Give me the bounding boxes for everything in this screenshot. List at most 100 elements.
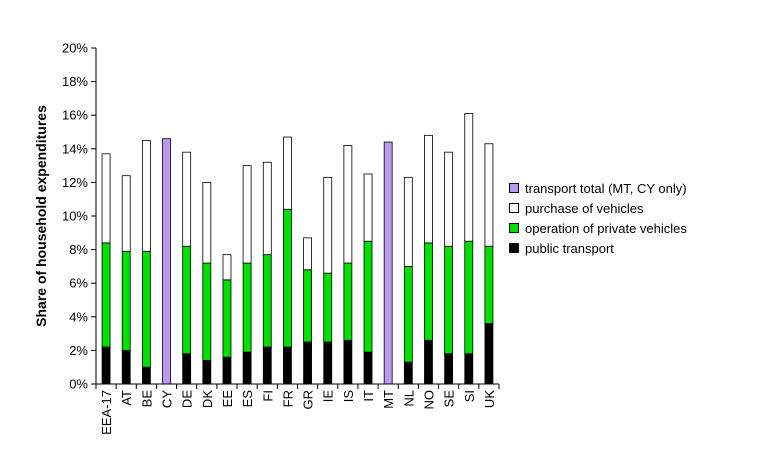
bar-eea-17-public-transport	[101, 346, 111, 385]
bar-eea-17-purchase-of-vehicles	[101, 153, 111, 244]
bar-no-operation-of-private-vehicles	[424, 242, 433, 341]
x-tick-label: DE	[180, 390, 195, 408]
y-tick-label: 20%	[62, 41, 88, 56]
bar-uk-public-transport	[484, 323, 494, 385]
bar-si-operation-of-private-vehicles	[464, 240, 474, 355]
bar-fr-purchase-of-vehicles	[283, 136, 292, 210]
legend-swatch-purchase	[509, 203, 519, 213]
legend-item-public-transport: public transport	[509, 238, 729, 258]
bar-be-purchase-of-vehicles	[141, 139, 151, 252]
x-tick-label: NO	[421, 390, 436, 410]
bar-ee-purchase-of-vehicles	[222, 254, 232, 281]
bar-es-operation-of-private-vehicles	[242, 262, 252, 353]
legend: transport total (MT, CY only) purchase o…	[509, 178, 729, 258]
legend-swatch-operation	[509, 223, 519, 233]
bar-ie-operation-of-private-vehicles	[323, 272, 333, 343]
x-tick-label: NL	[401, 390, 416, 407]
legend-label-transport-total: transport total (MT, CY only)	[525, 180, 687, 196]
x-tick-label: ES	[240, 390, 255, 408]
x-tick-label: FR	[280, 390, 295, 407]
x-tick-label: EEA-17	[99, 390, 114, 435]
bar-es-purchase-of-vehicles	[242, 165, 252, 264]
x-tick-label: CY	[160, 390, 175, 408]
y-tick-label: 0%	[69, 377, 88, 392]
y-tick-label: 18%	[62, 74, 88, 89]
bar-it-public-transport	[363, 351, 373, 385]
bar-is-purchase-of-vehicles	[343, 145, 353, 264]
x-tick-label: UK	[482, 390, 497, 408]
bar-be-public-transport	[141, 366, 151, 385]
y-tick-label: 12%	[62, 175, 88, 190]
legend-swatch-public-transport	[509, 243, 519, 253]
bar-at-public-transport	[121, 349, 131, 385]
y-tick-label: 6%	[69, 276, 88, 291]
x-tick-label: EE	[220, 390, 235, 408]
bar-se-public-transport	[444, 353, 454, 385]
y-tick-label: 10%	[62, 209, 88, 224]
y-tick-label: 14%	[62, 141, 88, 156]
bar-dk-purchase-of-vehicles	[202, 181, 212, 264]
x-tick-label: FI	[260, 390, 275, 402]
plot-area: 0% 2% 4% 6% 8% 10% 12% 14% 16% 18% 20% Share of hou…	[33, 41, 500, 435]
bar-uk-purchase-of-vehicles	[484, 143, 494, 247]
bar-ee-operation-of-private-vehicles	[222, 279, 232, 358]
bar-fi-purchase-of-vehicles	[262, 161, 272, 256]
x-tick-label: IE	[321, 390, 336, 403]
bar-it-operation-of-private-vehicles	[363, 240, 373, 353]
bar-ee-public-transport	[222, 356, 232, 385]
x-tick-label: SI	[462, 390, 477, 402]
bar-de-public-transport	[182, 353, 192, 385]
bar-dk-public-transport	[202, 360, 212, 385]
y-axis-title: Share of household expenditures	[33, 105, 49, 327]
x-tick-label: AT	[119, 390, 134, 406]
bar-de-operation-of-private-vehicles	[182, 245, 192, 355]
bar-nl-purchase-of-vehicles	[403, 176, 413, 267]
bar-nl-public-transport	[403, 361, 413, 385]
bar-gr-purchase-of-vehicles	[303, 237, 312, 271]
bar-se-purchase-of-vehicles	[444, 151, 454, 247]
bar-fr-operation-of-private-vehicles	[283, 208, 292, 348]
y-tick-label: 4%	[69, 309, 88, 324]
bar-si-purchase-of-vehicles	[464, 113, 474, 242]
legend-label-purchase: purchase of vehicles	[525, 200, 644, 216]
bar-se-operation-of-private-vehicles	[444, 245, 454, 355]
bar-no-public-transport	[424, 339, 433, 385]
bar-eea-17-operation-of-private-vehicles	[101, 242, 111, 348]
legend-label-public-transport: public transport	[525, 240, 614, 256]
bar-cy-transport-total-mt-cy-only	[162, 138, 171, 385]
bar-fr-public-transport	[283, 346, 292, 385]
x-tick-label: IS	[341, 390, 356, 403]
legend-swatch-transport-total	[509, 183, 519, 193]
bar-is-operation-of-private-vehicles	[343, 262, 353, 341]
bar-dk-operation-of-private-vehicles	[202, 262, 212, 361]
legend-item-transport-total: transport total (MT, CY only)	[509, 178, 729, 198]
bar-si-public-transport	[464, 353, 474, 385]
x-tick-label: GR	[301, 390, 316, 410]
y-tick-label: 2%	[69, 343, 88, 358]
x-tick-label: BE	[139, 390, 154, 408]
bar-fi-operation-of-private-vehicles	[262, 254, 272, 348]
bar-no-purchase-of-vehicles	[424, 134, 433, 244]
bar-fi-public-transport	[262, 346, 272, 385]
x-tick-label: MT	[381, 390, 396, 409]
bar-mt-transport-total-mt-cy-only	[383, 141, 393, 385]
bar-at-purchase-of-vehicles	[121, 175, 131, 252]
y-tick-label: 8%	[69, 242, 88, 257]
legend-item-purchase: purchase of vehicles	[509, 198, 729, 218]
bar-gr-operation-of-private-vehicles	[303, 269, 312, 343]
x-tick-label: DK	[200, 390, 215, 408]
legend-label-operation: operation of private vehicles	[525, 220, 687, 236]
bar-ie-public-transport	[323, 341, 333, 385]
bar-de-purchase-of-vehicles	[182, 151, 192, 247]
bar-ie-purchase-of-vehicles	[323, 176, 333, 274]
legend-item-operation: operation of private vehicles	[509, 218, 729, 238]
bar-at-operation-of-private-vehicles	[121, 250, 131, 351]
bar-is-public-transport	[343, 339, 353, 385]
bar-it-purchase-of-vehicles	[363, 173, 373, 242]
bar-uk-operation-of-private-vehicles	[484, 245, 494, 324]
bar-nl-operation-of-private-vehicles	[403, 265, 413, 363]
bar-be-operation-of-private-vehicles	[141, 250, 151, 368]
bar-es-public-transport	[242, 351, 252, 385]
x-tick-label: SE	[442, 390, 457, 408]
